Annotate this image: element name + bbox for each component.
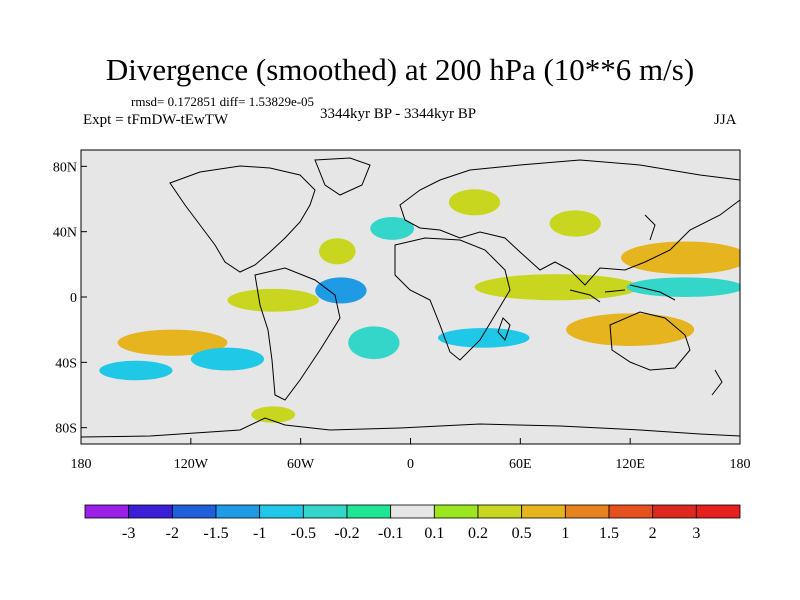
divergence-region-8: [318, 238, 356, 265]
coast-japan: [644, 214, 656, 241]
colorbar-swatch: [171, 504, 217, 519]
colorbar-swatch: [215, 504, 261, 519]
coast-eurasia: [399, 159, 740, 286]
colorbar-swatch: [302, 504, 348, 519]
divergence-region-6: [348, 326, 400, 360]
colorbar-label: 3: [692, 525, 700, 542]
x-tick-label: 180: [71, 457, 92, 472]
x-tick-label: 120E: [615, 457, 645, 472]
coast-madagascar: [497, 317, 511, 341]
colorbar-label: -1: [253, 525, 266, 542]
colorbar-swatch: [652, 504, 697, 519]
x-tick-label: 180: [730, 457, 751, 472]
coast-africa: [394, 237, 511, 361]
x-axis: 180 120W 60W 0 60E 120E 180: [71, 438, 751, 472]
colorbar-swatch: [390, 504, 435, 519]
divergence-region-11: [474, 274, 640, 301]
coast-indonesia: [569, 284, 676, 303]
y-tick-label: 40N: [53, 226, 77, 241]
coastlines: [81, 157, 740, 438]
x-tick-label: 60W: [287, 457, 315, 472]
colorbar-label: 1.5: [599, 525, 619, 542]
x-tick-label: 60E: [509, 457, 532, 472]
colorbar-label: -0.5: [291, 525, 316, 542]
plot-title: Divergence (smoothed) at 200 hPa (10**6 …: [105, 52, 695, 87]
colorbar-label: 2: [649, 525, 657, 542]
colorbar-swatch: [521, 504, 566, 519]
colorbar-swatch: [695, 504, 741, 519]
coast-australia: [609, 311, 691, 371]
colorbar-label: 1: [561, 525, 569, 542]
y-axis: 80N 40N 0 40S 80S: [53, 160, 87, 437]
colorbar-label: 0.2: [468, 525, 488, 542]
divergence-region-15: [437, 328, 530, 348]
divergence-region-3: [190, 347, 265, 371]
colorbar-label: 0.5: [512, 525, 532, 542]
coast-new-zealand: [711, 369, 723, 396]
x-tick-label: 120W: [174, 457, 209, 472]
colorbar-label: -0.2: [334, 525, 359, 542]
coast-north-america: [169, 165, 316, 273]
y-tick-label: 80S: [55, 422, 77, 437]
y-tick-label: 40S: [55, 356, 77, 371]
coast-antarctica: [81, 417, 740, 438]
divergence-region-9: [448, 189, 501, 216]
x-tick-label: 0: [407, 457, 414, 472]
divergence-region-2: [99, 360, 173, 381]
divergence-region-12: [621, 241, 740, 275]
coast-greenland: [314, 157, 371, 196]
divergence-region-4: [227, 288, 319, 312]
colorbar-label: -2: [166, 525, 179, 542]
coast-south-america: [254, 267, 341, 401]
y-tick-label: 80N: [53, 160, 77, 175]
colorbar-swatch: [259, 504, 304, 519]
divergence-region-5: [315, 277, 367, 304]
season-label: JJA: [714, 112, 737, 128]
y-tick-label: 0: [70, 291, 77, 306]
divergence-region-1: [117, 329, 228, 356]
divergence-region-16: [251, 406, 296, 423]
colorbar-label: -3: [122, 525, 135, 542]
divergence-region-13: [626, 277, 740, 297]
divergence-region-14: [566, 313, 695, 346]
colorbar-swatch: [608, 504, 654, 519]
colorbar-swatch: [84, 504, 130, 519]
colorbar-swatch: [564, 504, 610, 519]
colorbar: -3 -2 -1.5 -1 -0.5 -0.2 -0.1 0.1 0.2 0.5 1 1.5 2 3: [84, 504, 741, 542]
colorbar-label: -0.1: [378, 525, 403, 542]
colorbar-label: -1.5: [203, 525, 228, 542]
colorbar-swatch: [346, 504, 392, 519]
period-label: 3344kyr BP - 3344kyr BP: [320, 106, 477, 122]
colorbar-swatch: [433, 504, 479, 519]
colorbar-label: 0.1: [424, 525, 444, 542]
divergence-region-7: [370, 216, 415, 240]
divergence-region-10: [549, 210, 601, 237]
divergence-field: [99, 189, 740, 423]
colorbar-swatch: [477, 504, 523, 519]
map-background: [81, 150, 740, 444]
colorbar-swatch: [128, 504, 173, 519]
stats-line: rmsd= 0.172851 diff= 1.53829e-05: [131, 94, 315, 109]
experiment-label: Expt = tFmDW-tEwTW: [83, 112, 229, 128]
